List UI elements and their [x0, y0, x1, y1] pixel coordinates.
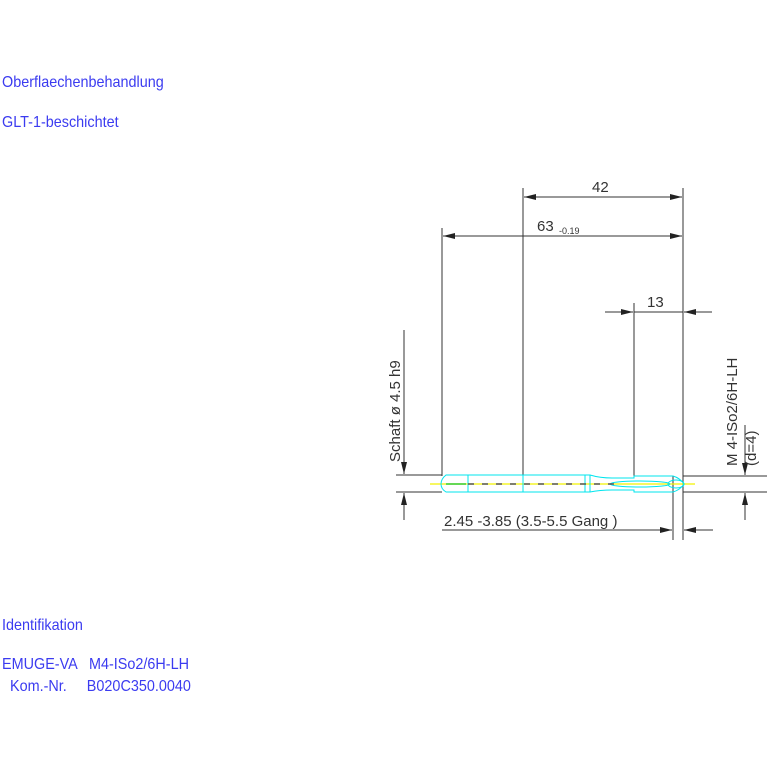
- dim-42-label: 42: [592, 179, 609, 196]
- thread-label: M 4-ISo2/6H-LH: [724, 358, 741, 466]
- thread-diameter-label: (d=4): [743, 431, 760, 466]
- dim-63-tolerance: -0.19: [559, 226, 580, 236]
- ident-heading: Identifikation: [2, 617, 83, 634]
- ident-line-1: EMUGE-VA M4-ISo2/6H-LH: [2, 656, 189, 673]
- shank-label: Schaft ø 4.5 h9: [387, 360, 404, 462]
- ident-line-2: Kom.-Nr. B020C350.0040: [2, 678, 191, 695]
- tool-outline: [440, 474, 685, 493]
- dim-13-label: 13: [647, 294, 664, 311]
- surface-heading: Oberflaechenbehandlung: [2, 74, 164, 91]
- chamfer-label: 2.45 -3.85 (3.5-5.5 Gang ): [444, 513, 617, 530]
- surface-value: GLT-1-beschichtet: [2, 114, 119, 131]
- dim-63-label: 63: [537, 218, 554, 235]
